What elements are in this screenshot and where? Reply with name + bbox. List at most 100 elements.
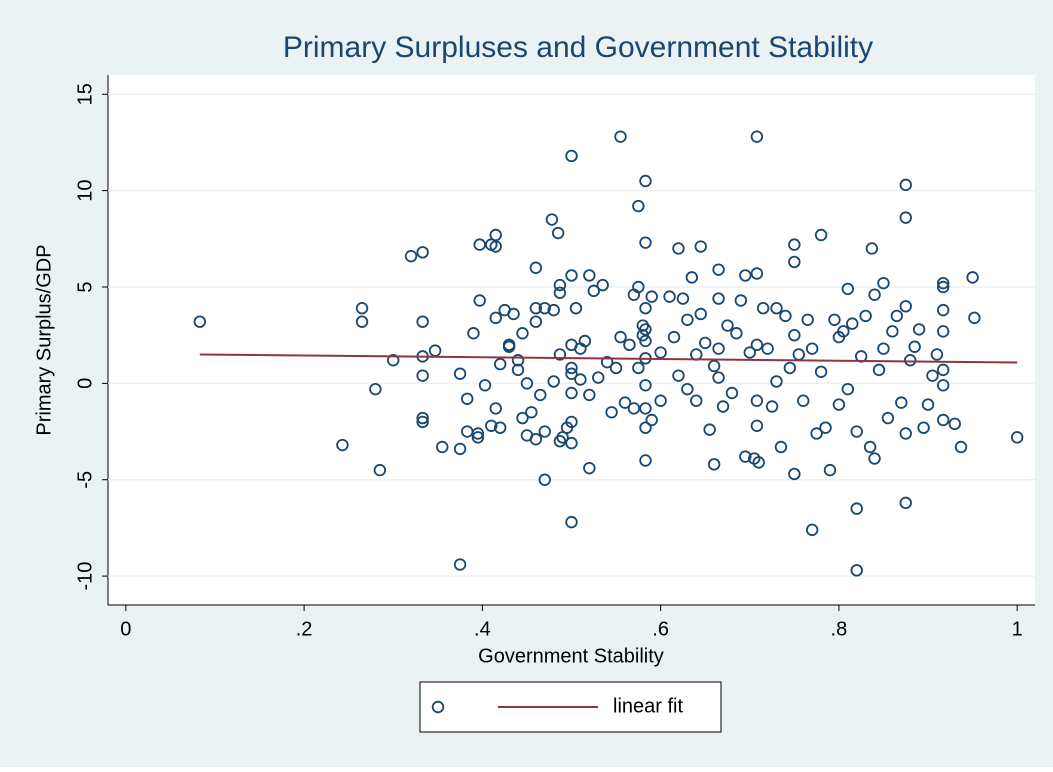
y-tick-label: -5 bbox=[74, 471, 96, 489]
point bbox=[899, 211, 912, 224]
x-tick-label: .4 bbox=[474, 618, 491, 640]
point bbox=[712, 263, 725, 276]
point bbox=[553, 278, 567, 292]
point bbox=[565, 436, 578, 450]
point bbox=[968, 311, 981, 325]
point bbox=[369, 382, 382, 396]
chart-title: Primary Surpluses and Government Stabili… bbox=[283, 31, 873, 64]
point bbox=[819, 421, 832, 434]
point bbox=[609, 361, 623, 375]
point bbox=[534, 388, 547, 402]
y-tick-label: 0 bbox=[74, 378, 96, 389]
y-tick-label: -10 bbox=[74, 562, 96, 591]
point bbox=[761, 342, 774, 355]
point bbox=[690, 394, 703, 407]
point bbox=[471, 431, 485, 444]
point bbox=[788, 467, 801, 481]
point bbox=[600, 355, 614, 369]
point bbox=[788, 238, 801, 251]
point bbox=[936, 413, 950, 427]
point bbox=[1010, 431, 1024, 444]
point bbox=[565, 386, 578, 400]
point bbox=[636, 328, 650, 342]
point bbox=[681, 382, 694, 396]
point bbox=[739, 269, 752, 282]
point bbox=[551, 226, 565, 240]
point bbox=[828, 313, 841, 326]
legend-label: linear fit bbox=[613, 695, 683, 717]
point bbox=[547, 375, 560, 388]
point bbox=[837, 325, 850, 338]
point bbox=[565, 367, 578, 380]
point bbox=[639, 379, 652, 392]
x-tick-label: 1 bbox=[1012, 618, 1023, 640]
point bbox=[453, 367, 467, 380]
point bbox=[614, 330, 627, 344]
point bbox=[478, 379, 492, 392]
point bbox=[553, 286, 567, 299]
point bbox=[618, 396, 632, 409]
point bbox=[493, 421, 507, 434]
point bbox=[553, 348, 567, 361]
point bbox=[926, 369, 939, 382]
point bbox=[453, 558, 467, 571]
point bbox=[734, 294, 748, 307]
point bbox=[355, 302, 369, 315]
point bbox=[899, 427, 912, 440]
point bbox=[707, 359, 721, 373]
point bbox=[694, 307, 707, 321]
point bbox=[578, 334, 592, 348]
point bbox=[672, 242, 685, 255]
point bbox=[712, 371, 725, 384]
point bbox=[899, 300, 912, 313]
y-axis-title: Primary Surplus/GDP bbox=[33, 244, 55, 435]
point bbox=[814, 365, 828, 379]
point bbox=[770, 375, 783, 388]
point bbox=[489, 402, 502, 415]
point bbox=[881, 411, 895, 425]
point bbox=[473, 294, 486, 307]
point bbox=[545, 213, 559, 226]
legend-box bbox=[419, 681, 722, 733]
point bbox=[801, 313, 814, 326]
point bbox=[699, 336, 712, 350]
point bbox=[529, 315, 543, 328]
point bbox=[877, 342, 890, 355]
point bbox=[899, 178, 912, 192]
point bbox=[685, 271, 699, 284]
point bbox=[908, 340, 921, 353]
point bbox=[663, 290, 676, 303]
point bbox=[721, 319, 734, 332]
point bbox=[632, 280, 645, 294]
point bbox=[645, 413, 658, 427]
point bbox=[645, 290, 658, 303]
point bbox=[930, 348, 944, 361]
point bbox=[805, 523, 819, 537]
point bbox=[592, 371, 605, 384]
point bbox=[850, 502, 863, 515]
point bbox=[574, 373, 587, 386]
point bbox=[520, 377, 534, 390]
point bbox=[783, 361, 797, 375]
point bbox=[489, 240, 502, 253]
point bbox=[565, 149, 578, 163]
point bbox=[672, 369, 685, 382]
point bbox=[743, 346, 756, 359]
legend-marker bbox=[431, 700, 445, 714]
point bbox=[750, 267, 764, 280]
point bbox=[461, 392, 474, 405]
point bbox=[654, 346, 667, 359]
point bbox=[872, 363, 886, 377]
point bbox=[529, 261, 543, 274]
point bbox=[716, 400, 730, 413]
point bbox=[416, 415, 429, 429]
point bbox=[605, 406, 618, 419]
point bbox=[373, 463, 387, 477]
point bbox=[416, 315, 429, 328]
point bbox=[936, 325, 950, 338]
point bbox=[750, 419, 764, 432]
point bbox=[921, 398, 935, 411]
point bbox=[725, 386, 739, 400]
point bbox=[859, 309, 872, 323]
